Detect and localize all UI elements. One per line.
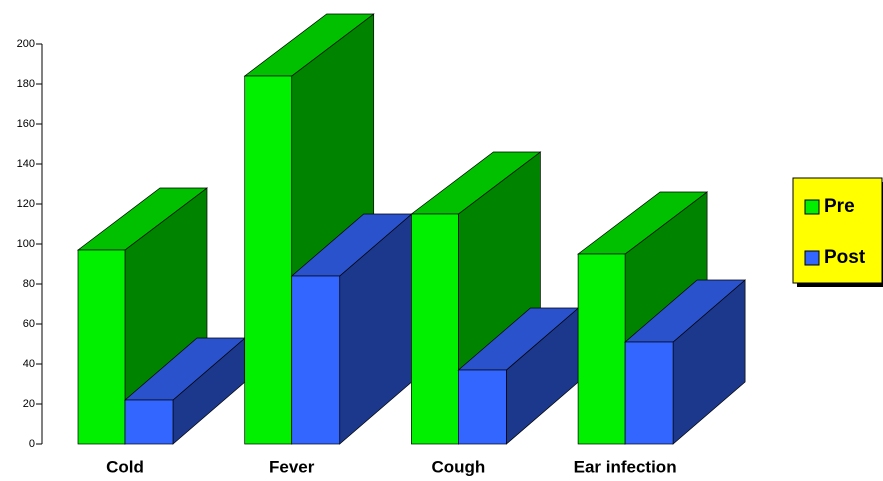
bar-front: [577, 253, 626, 445]
x-tick-label: Ear infection: [574, 457, 677, 476]
bar: [457, 307, 580, 445]
y-tick-label: 0: [29, 438, 35, 450]
bar: [290, 213, 413, 445]
bar-front: [77, 249, 126, 445]
bar-front: [291, 275, 341, 445]
y-tick-label: 160: [17, 118, 35, 130]
bar-front: [458, 369, 507, 445]
x-tick-label: Cough: [431, 457, 485, 476]
legend-swatch: [804, 199, 820, 215]
y-tick-label: 180: [17, 78, 35, 90]
x-tick-label: Fever: [269, 457, 315, 476]
legend-label: Pre: [824, 196, 855, 217]
legend-swatch: [804, 250, 820, 266]
x-tick-label: Cold: [106, 457, 144, 476]
y-tick-label: 120: [17, 198, 35, 210]
y-tick-label: 20: [23, 398, 35, 410]
y-tick-label: 60: [23, 318, 35, 330]
bar-front: [244, 75, 293, 445]
bar-front: [411, 213, 459, 445]
y-tick-label: 200: [17, 38, 35, 50]
legend: Pre Post: [792, 177, 883, 287]
bar-front: [624, 341, 674, 445]
y-tick-label: 40: [23, 358, 35, 370]
legend-label: Post: [824, 247, 866, 268]
bar-front: [124, 399, 174, 445]
y-tick-label: 80: [23, 278, 35, 290]
y-tick-label: 100: [17, 238, 35, 250]
bar: [624, 279, 747, 445]
y-tick-label: 140: [17, 158, 35, 170]
